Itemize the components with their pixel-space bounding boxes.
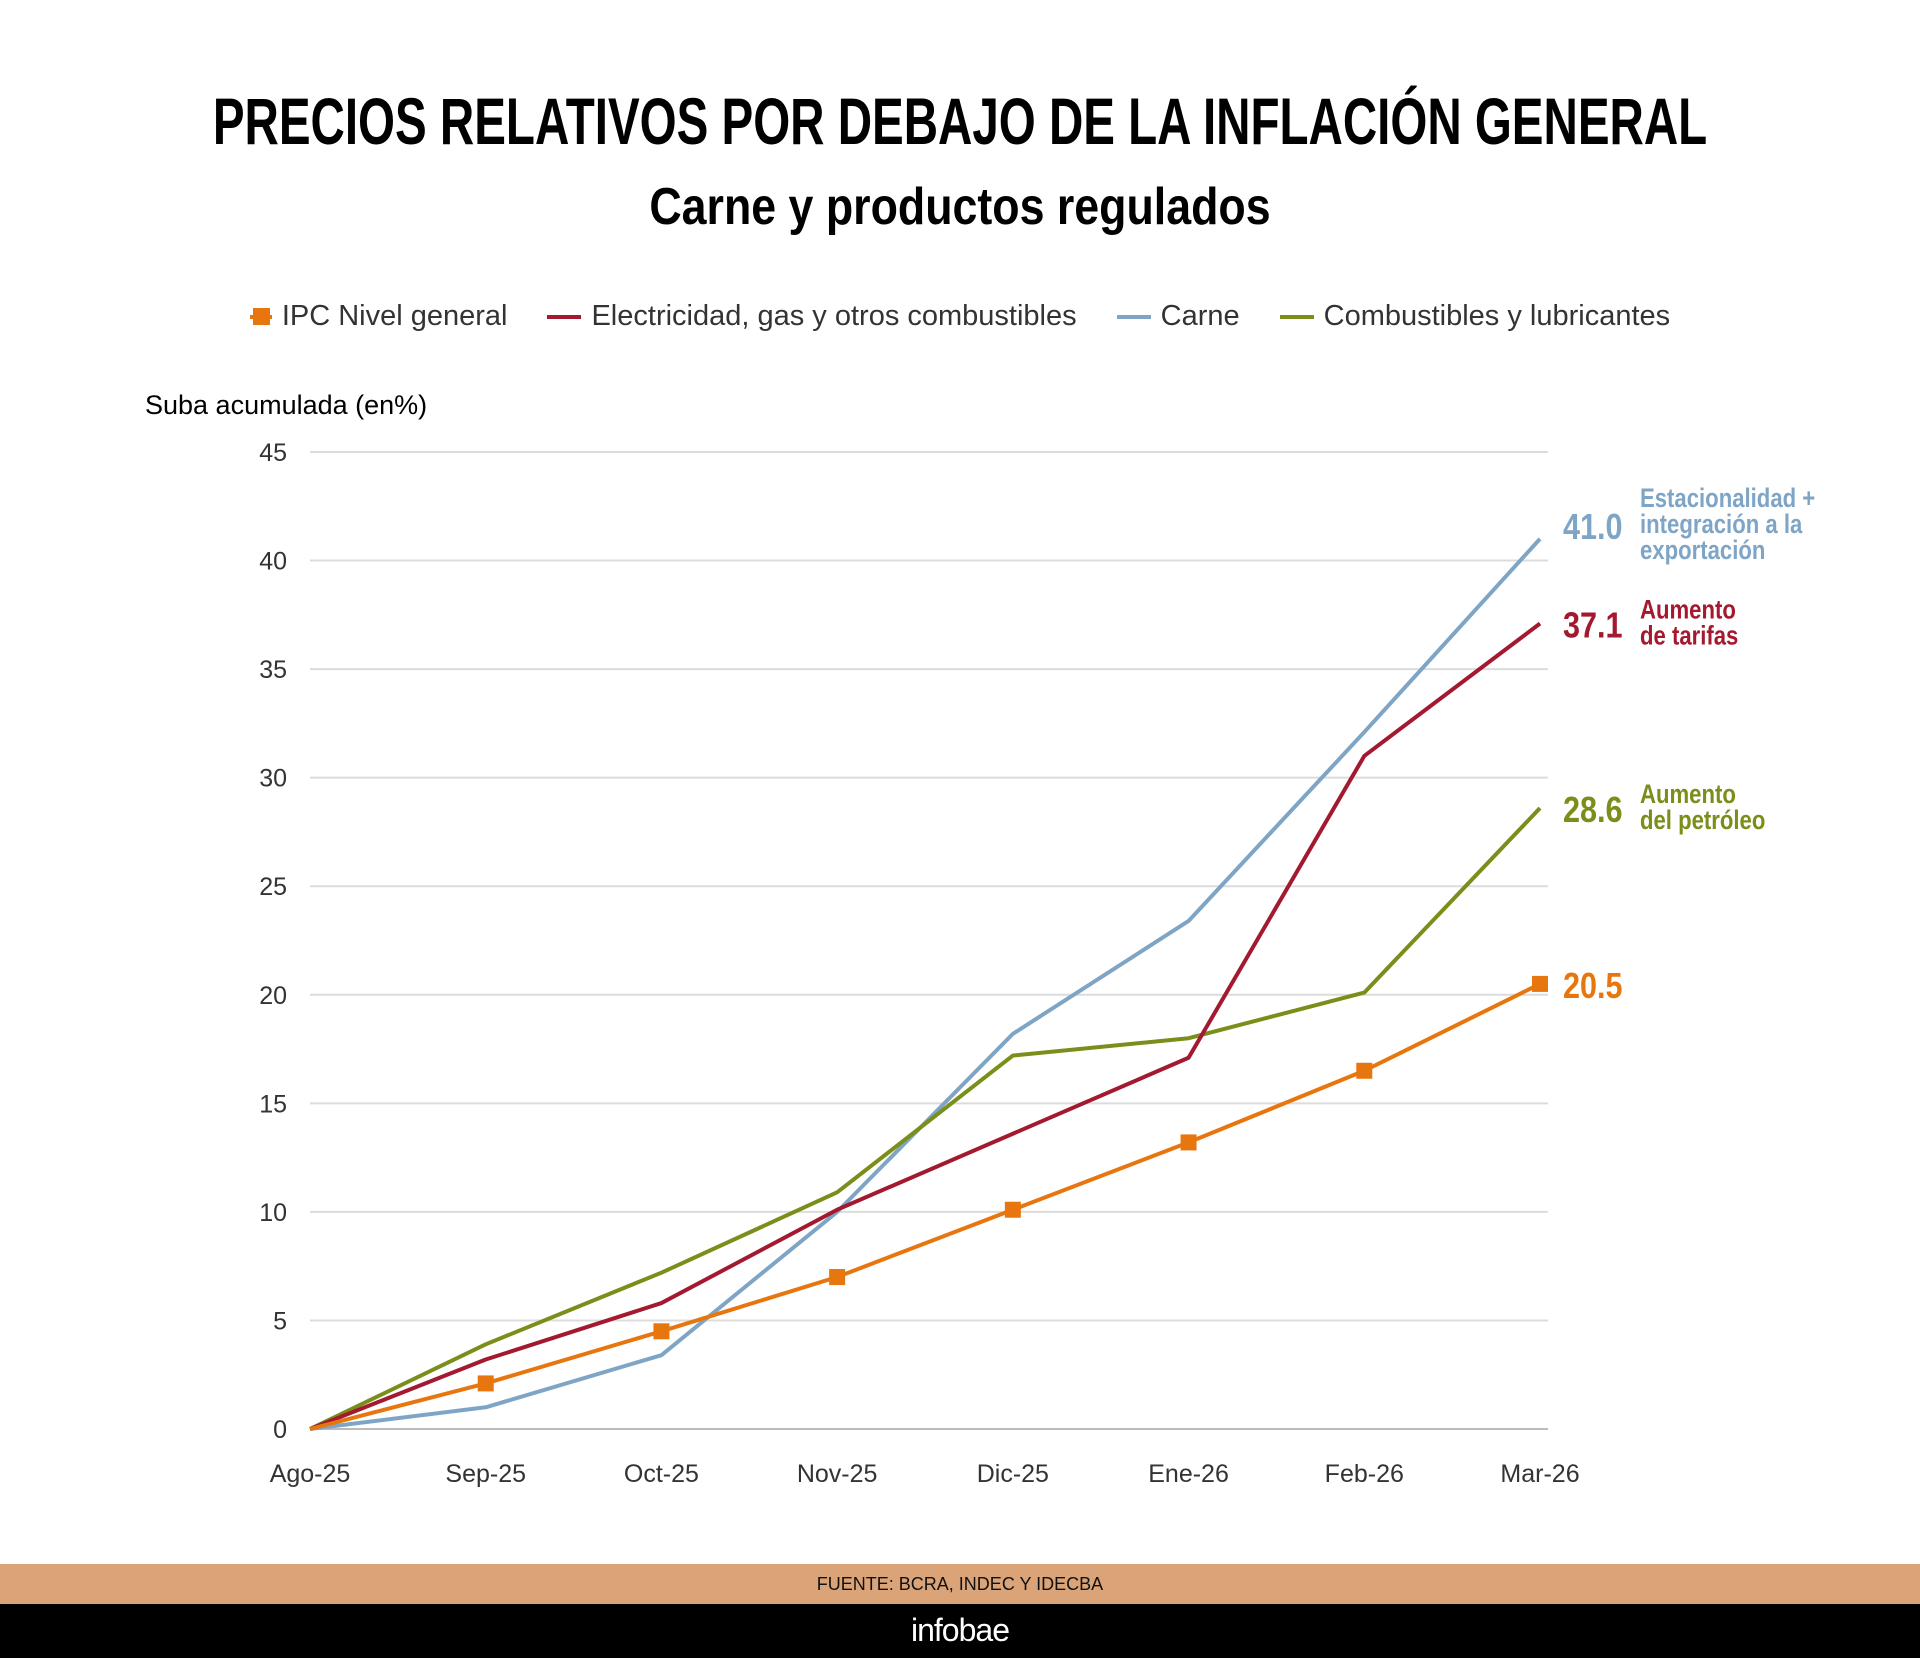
annotation-text: de tarifas bbox=[1640, 622, 1738, 652]
end-value-label: 28.6 bbox=[1563, 791, 1623, 831]
x-tick-label: Feb-26 bbox=[1325, 1460, 1404, 1488]
x-tick-label: Dic-25 bbox=[977, 1460, 1049, 1488]
annotation-text: del petróleo bbox=[1640, 806, 1765, 836]
y-tick-label: 40 bbox=[259, 548, 287, 576]
y-tick-label: 20 bbox=[259, 982, 287, 1010]
chart-subtitle: Carne y productos regulados bbox=[649, 178, 1271, 236]
end-value-label: 41.0 bbox=[1563, 508, 1623, 548]
end-value-label: 20.5 bbox=[1563, 967, 1623, 1007]
data-point bbox=[829, 1269, 846, 1286]
y-tick-label: 15 bbox=[259, 1090, 287, 1118]
data-point bbox=[1356, 1062, 1373, 1079]
data-point bbox=[653, 1323, 670, 1340]
legend-swatch bbox=[1279, 314, 1314, 319]
y-tick-label: 10 bbox=[259, 1199, 287, 1227]
x-tick-label: Sep-25 bbox=[445, 1460, 526, 1488]
x-tick-label: Nov-25 bbox=[797, 1460, 878, 1488]
legend-label: Electricidad, gas y otros combustibles bbox=[591, 300, 1077, 332]
y-tick-label: 30 bbox=[259, 765, 287, 793]
legend-swatch bbox=[547, 314, 582, 319]
series-line bbox=[309, 537, 1542, 1431]
legend: IPC Nivel general Electricidad, gas y otr… bbox=[0, 300, 1920, 333]
source-note: FUENTE: BCRA, INDEC Y IDECBA bbox=[0, 1564, 1920, 1604]
legend-item: Carne bbox=[1116, 300, 1240, 333]
series-line bbox=[309, 982, 1541, 1431]
x-tick-label: Oct-25 bbox=[624, 1460, 699, 1488]
chart-title: PRECIOS RELATIVOS POR DEBAJO DE LA INFLA… bbox=[212, 84, 1708, 158]
series-line bbox=[309, 806, 1542, 1431]
legend-item: IPC Nivel general bbox=[249, 300, 508, 333]
x-tick-label: Mar-26 bbox=[1500, 1460, 1579, 1488]
y-tick-label: 25 bbox=[259, 873, 287, 901]
y-tick-label: 0 bbox=[273, 1416, 287, 1444]
brand-logo: infobae bbox=[0, 1604, 1920, 1658]
annotation-text: Aumento bbox=[1640, 596, 1736, 626]
data-point bbox=[1532, 975, 1548, 992]
legend-label: Carne bbox=[1160, 300, 1240, 332]
y-tick-label: 45 bbox=[259, 439, 287, 467]
legend-label: Combustibles y lubricantes bbox=[1323, 300, 1671, 332]
legend-swatch bbox=[249, 307, 272, 325]
y-tick-label: 35 bbox=[259, 656, 287, 684]
annotation-text: integración a la bbox=[1640, 510, 1803, 540]
end-value-label: 37.1 bbox=[1563, 606, 1623, 646]
annotation-text: exportación bbox=[1640, 536, 1765, 566]
y-axis-label: Suba acumulada (en%) bbox=[145, 390, 427, 420]
y-tick-label: 5 bbox=[273, 1307, 287, 1335]
legend-item: Electricidad, gas y otros combustibles bbox=[547, 300, 1077, 333]
data-point bbox=[1180, 1134, 1197, 1151]
line-chart: Suba acumulada (en%) 0 5 10 15 20 25 30 35 40 45 Ag… bbox=[145, 390, 1815, 1488]
x-tick-label: Ago-25 bbox=[270, 1460, 351, 1488]
annotation-text: Estacionalidad + bbox=[1640, 484, 1815, 514]
x-tick-label: Ene-26 bbox=[1148, 1460, 1229, 1488]
legend-swatch bbox=[1116, 314, 1151, 319]
legend-item: Combustibles y lubricantes bbox=[1279, 300, 1671, 333]
annotation-text: Aumento bbox=[1640, 780, 1736, 810]
series-line bbox=[309, 621, 1542, 1431]
legend-label: IPC Nivel general bbox=[281, 300, 508, 332]
data-point bbox=[477, 1375, 494, 1392]
data-point bbox=[1004, 1201, 1021, 1218]
